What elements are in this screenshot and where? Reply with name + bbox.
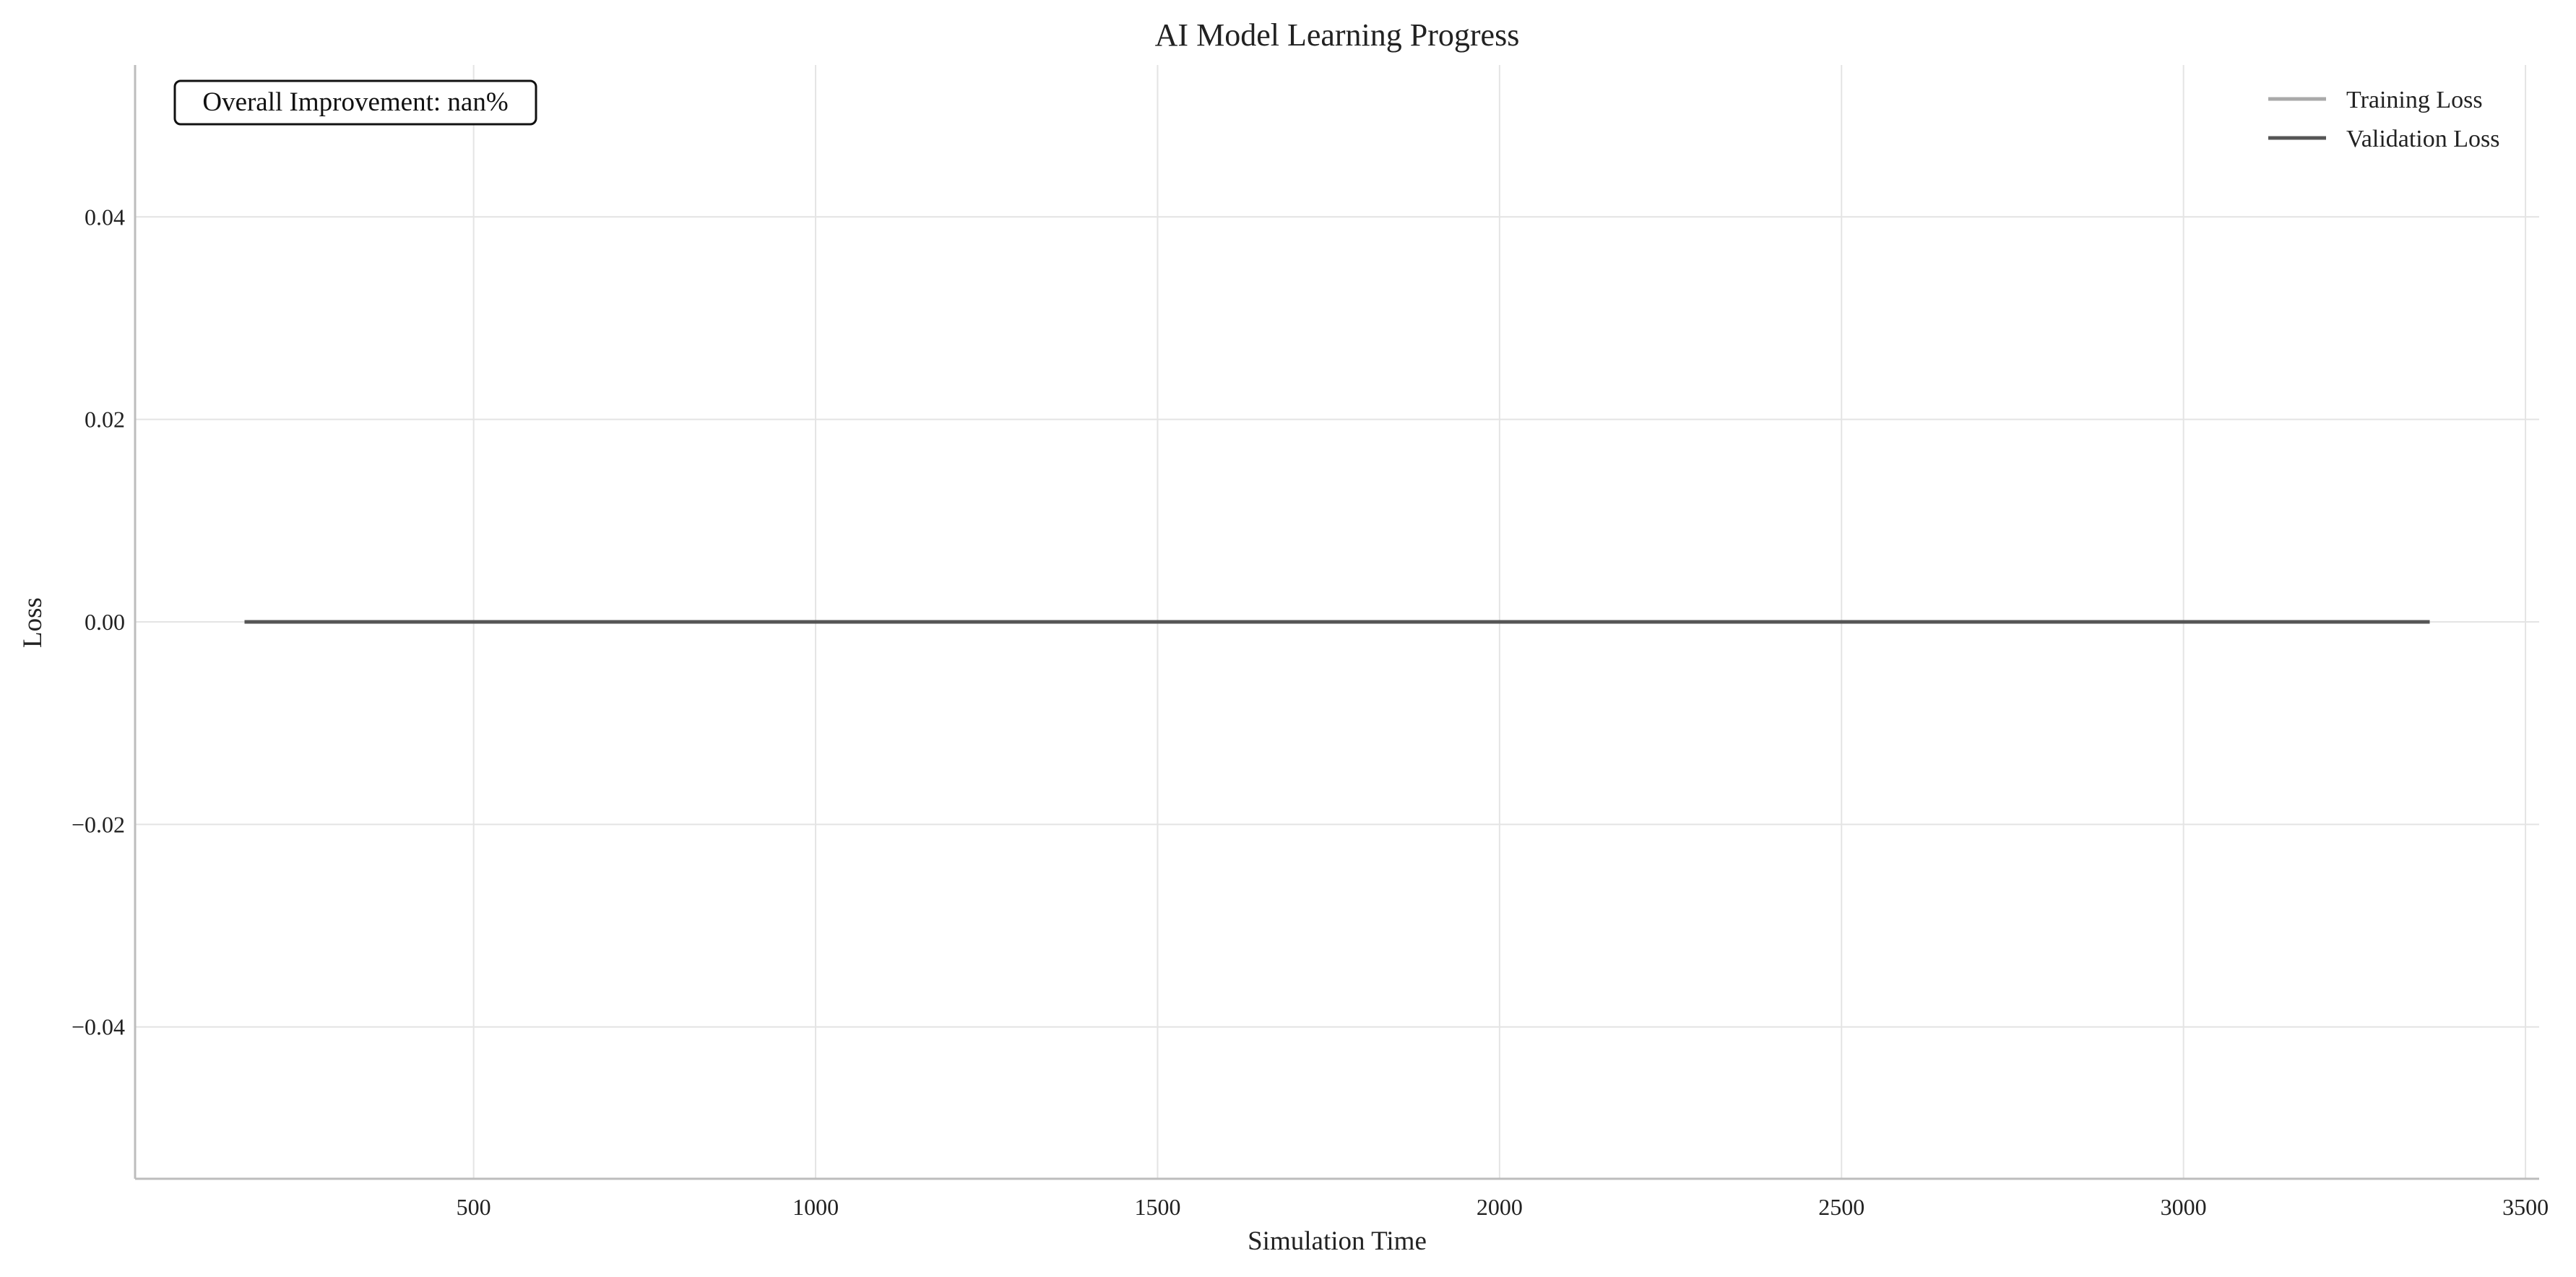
x-tick-label: 2500 — [1818, 1194, 1864, 1220]
legend: Training Loss Validation Loss — [2268, 87, 2499, 152]
x-tick-label: 3500 — [2502, 1194, 2549, 1220]
x-tick-label: 2000 — [1477, 1194, 1523, 1220]
annotation-box: Overall Improvement: nan% — [173, 79, 537, 126]
x-tick-label: 500 — [457, 1194, 491, 1220]
x-tick-label: 3000 — [2161, 1194, 2207, 1220]
y-tick-label: 0.00 — [85, 609, 125, 635]
y-tick-labels: −0.04 −0.02 0.00 0.02 0.04 — [72, 204, 125, 1039]
chart-title: AI Model Learning Progress — [1155, 17, 1520, 53]
y-tick-label: 0.04 — [85, 204, 125, 230]
x-tick-label: 1000 — [792, 1194, 839, 1220]
y-tick-label: −0.04 — [72, 1014, 125, 1040]
y-tick-label: 0.02 — [85, 407, 125, 433]
y-tick-label: −0.02 — [72, 811, 125, 837]
annotation-frame — [173, 79, 537, 126]
legend-label-validation-loss: Validation Loss — [2346, 126, 2499, 152]
x-tick-label: 1500 — [1134, 1194, 1180, 1220]
legend-label-training-loss: Training Loss — [2346, 87, 2483, 113]
axes-spines — [134, 65, 2539, 1180]
x-tick-labels: 500 1000 1500 2000 2500 3000 3500 — [457, 1194, 2549, 1220]
x-axis-label: Simulation Time — [1248, 1226, 1427, 1256]
y-axis-label: Loss — [18, 597, 48, 648]
annotation-text: Overall Improvement: nan% — [202, 87, 508, 117]
